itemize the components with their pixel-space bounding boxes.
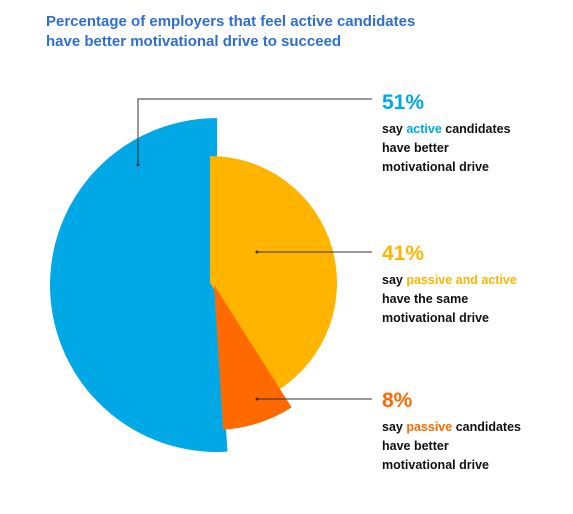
- callout-active-line-3: motivational drive: [382, 160, 489, 174]
- callout-same-line-1: say passive and active: [382, 271, 572, 290]
- callout-active-highlight: active: [406, 122, 442, 136]
- callout-active: 51% say active candidates have better mo…: [382, 90, 572, 177]
- callout-same-line-3: motivational drive: [382, 311, 489, 325]
- callout-same-percent: 41%: [382, 242, 425, 265]
- callout-passive-line-2: have better: [382, 439, 449, 453]
- callout-passive-pre: say: [382, 420, 407, 434]
- callout-active-text: say active candidates have better motiva…: [382, 120, 572, 177]
- chart-title-line-1: Percentage of employers that feel active…: [46, 13, 416, 30]
- leader-dot-passive: [255, 397, 259, 401]
- leader-line-active: [137, 98, 372, 165]
- chart-title: Percentage of employers that feel active…: [46, 12, 466, 52]
- callout-active-line-1: say active candidates: [382, 120, 572, 139]
- callout-active-line-2: have better: [382, 141, 449, 155]
- callout-same-highlight: passive and active: [406, 273, 517, 287]
- callout-passive-line-1: say passive candidates: [382, 418, 572, 437]
- callout-passive-percent: 8%: [382, 389, 413, 412]
- callout-active-percent: 51%: [382, 91, 425, 114]
- chart-title-line-2: have better motivational drive to succee…: [46, 33, 342, 50]
- pie-slice-passive: [214, 285, 292, 430]
- callout-active-post: candidates: [441, 122, 511, 136]
- callout-passive-post: candidates: [452, 420, 521, 434]
- callout-same: 41% say passive and active have the same…: [382, 241, 572, 328]
- callout-passive-line-3: motivational drive: [382, 458, 489, 472]
- pie-slice-active: [50, 118, 228, 452]
- callout-same-pre: say: [382, 273, 407, 287]
- callout-passive: 8% say passive candidates have better mo…: [382, 388, 572, 475]
- callout-passive-text: say passive candidates have better motiv…: [382, 418, 572, 475]
- leader-dot-same: [255, 250, 259, 254]
- callout-same-line-2: have the same: [382, 292, 469, 306]
- leader-dot-active: [136, 163, 140, 167]
- callout-active-pre: say: [382, 122, 407, 136]
- callout-passive-highlight: passive: [406, 420, 453, 434]
- callout-same-text: say passive and active have the same mot…: [382, 271, 572, 328]
